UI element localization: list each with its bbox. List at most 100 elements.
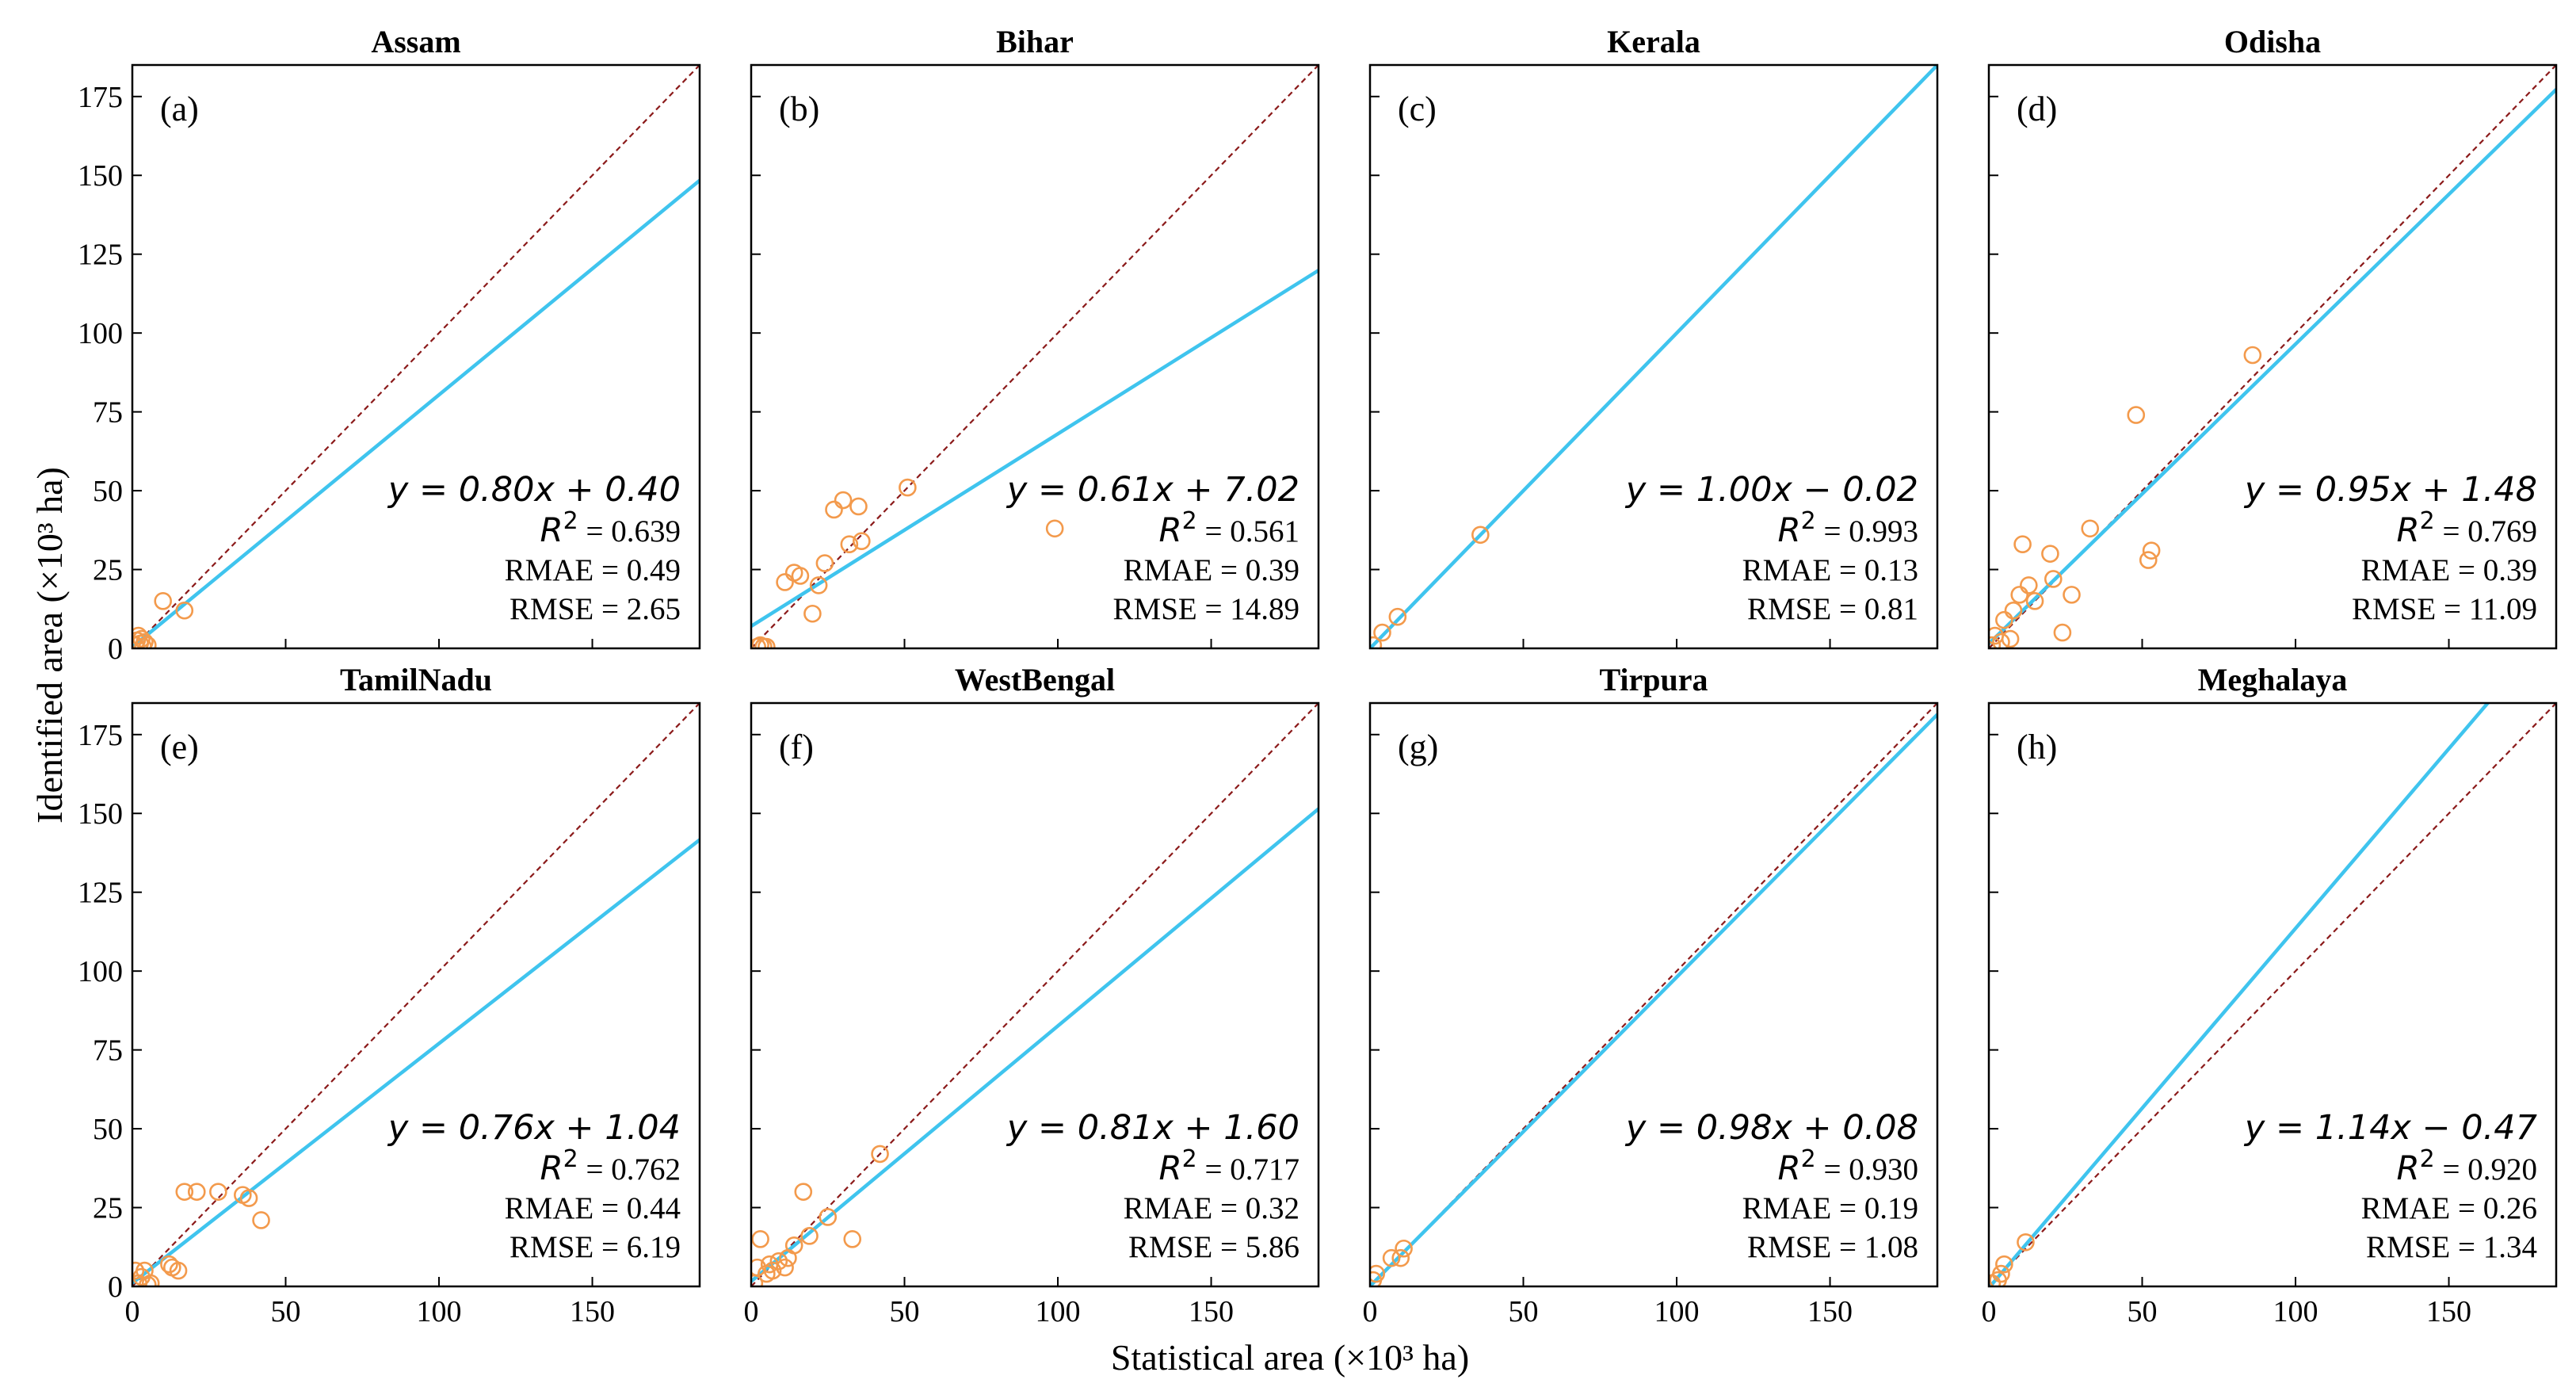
y-tick-label: 75 [93,1034,123,1068]
data-point [1370,636,1383,648]
data-point [2017,1233,2035,1252]
panel-frame [131,63,701,650]
regression-line [751,269,1319,628]
panel-letter: (d) [2017,90,2057,128]
data-point [819,1208,838,1226]
data-point [2139,551,2158,569]
regression-line [1989,703,2490,1286]
data-point [803,604,822,623]
data-point [815,554,834,572]
rmse-text: RMSE = 1.34 [2366,1230,2537,1264]
rmse-text: RMSE = 2.65 [509,592,681,626]
data-point [1471,526,1490,545]
y-tick-label: 25 [93,554,123,587]
data-point [2127,406,2146,424]
x-axis-label: Statistical area (×10³ ha) [1111,1337,1469,1378]
data-point [1045,519,1064,538]
data-point [2063,586,2081,604]
identity-line [132,65,700,648]
data-point [239,1189,258,1207]
regression-line [132,838,700,1285]
data-point [2142,541,2161,560]
x-tick-label: 100 [1036,1295,1081,1328]
regression-line [1370,713,1937,1286]
panel-frame [1987,701,2558,1288]
data-point [187,1183,206,1201]
plot-area [132,703,700,1286]
data-point [160,1255,178,1274]
data-point [1370,1264,1386,1283]
panel-title: Tirpura [1599,662,1708,698]
panel-title: WestBengal [955,662,1115,698]
data-point [1395,1239,1413,1258]
r-squared-text: R2 = 0.993 [1777,507,1918,549]
data-point [1388,607,1407,626]
x-tick-label: 100 [1654,1295,1700,1328]
rmse-text: RMSE = 14.89 [1113,592,1299,626]
y-tick-label: 150 [78,797,123,831]
regression-equation: y = 1.00x − 0.02 [1624,470,1918,510]
data-point [794,1183,813,1201]
y-tick-label: 50 [93,475,123,508]
data-point [1992,1264,2010,1283]
panel-frame [1368,63,1939,650]
panel-meghalaya: Meghalaya 0 50 100 150 (h) y = 1.14x − 0.47R2 … [1982,662,2558,1328]
data-point [209,1183,227,1201]
data-point [175,1183,194,1201]
x-tick-label: 150 [2426,1295,2471,1328]
data-point [751,1230,769,1248]
regression-line [1989,88,2556,645]
r-squared-text: R2 = 0.639 [540,507,681,549]
y-tick-label: 25 [93,1192,123,1225]
data-point [2001,629,2020,648]
y-tick-label: 0 [108,633,123,666]
regression-equation: y = 0.61x + 7.02 [1006,470,1299,510]
rmae-text: RMAE = 0.44 [505,1191,681,1225]
data-point [175,601,194,620]
x-tick-label: 50 [271,1295,301,1328]
regression-line [132,178,700,648]
panel-title: Odisha [2224,24,2321,59]
rmse-text: RMSE = 0.81 [1747,592,1918,626]
identity-line [1989,703,2556,1286]
plot-area [132,65,700,648]
regression-line [751,807,1319,1283]
panel-westbengal: WestBengal 0 50 100 150 (f) y = 0.81x + 1.60R2… [744,662,1320,1328]
y-tick-label: 100 [78,955,123,988]
r-squared-text: R2 = 0.762 [540,1145,681,1187]
x-tick-label: 50 [1509,1295,1539,1328]
panel-letter: (a) [160,90,199,128]
rmse-text: RMSE = 5.86 [1128,1230,1299,1264]
data-point [1373,623,1391,642]
panel-title: Meghalaya [2198,662,2348,698]
panel-title: Assam [371,24,460,59]
data-point [139,636,157,648]
panel-letter: (e) [160,728,199,766]
panel-assam: Assam 0 25 50 75 100 125 150 175 (a) y = 0.80x + 0… [78,24,701,666]
plot-area [1989,703,2556,1286]
data-point [871,1145,889,1164]
panel-letter: (b) [779,90,819,128]
x-tick-label: 150 [1807,1295,1853,1328]
r-squared-text: R2 = 0.930 [1777,1145,1918,1187]
panel-title: TamilNadu [340,662,492,698]
regression-equation: y = 0.95x + 1.48 [2243,470,2537,510]
rmae-text: RMAE = 0.13 [1742,553,1918,587]
r-squared-text: R2 = 0.561 [1158,507,1299,549]
panels-group: Assam 0 25 50 75 100 125 150 175 (a) y = 0.80x + 0… [78,24,2558,1328]
panel-tamilnadu: TamilNadu 0 50 100 150 0 25 50 75 100 125 150 175 (e)… [78,662,701,1328]
data-point [154,592,173,610]
r-squared-text: R2 = 0.920 [2396,1145,2537,1187]
data-point [1995,610,2013,629]
y-tick-label: 175 [78,81,123,114]
data-point [1989,636,2002,648]
data-point [252,1211,270,1229]
data-point [843,1230,862,1248]
rmae-text: RMAE = 0.26 [2361,1191,2537,1225]
y-tick-label: 125 [78,877,123,910]
y-axis-label: Identified area (×10³ ha) [29,467,70,824]
plot-area [1989,65,2556,648]
